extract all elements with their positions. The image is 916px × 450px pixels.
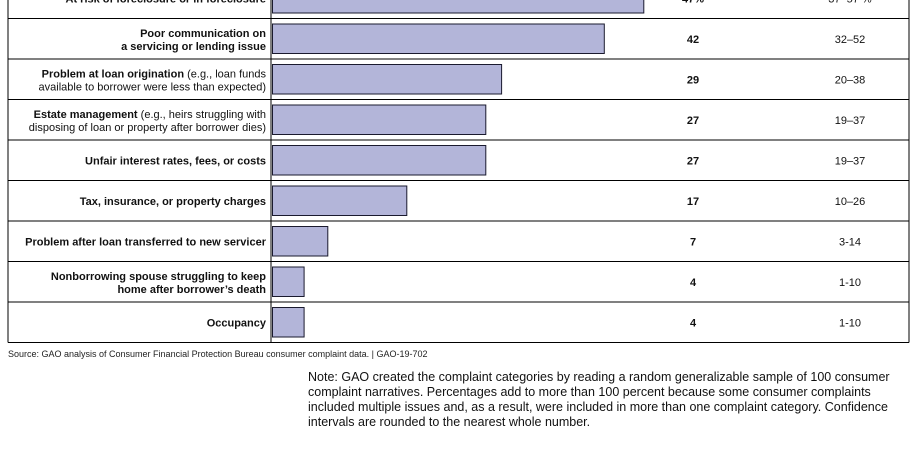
category-label: Poor communication on a servicing or lend… (121, 28, 266, 53)
bar (272, 266, 305, 297)
category-label: Unfair interest rates, fees, or costs (85, 155, 266, 167)
bar (272, 23, 605, 54)
confidence-interval-label: 19–37 (835, 155, 866, 167)
category-label: Problem after loan transferred to new se… (25, 236, 267, 248)
table-row: Problem after loan transferred to new se… (8, 226, 909, 262)
source-note: Source: GAO analysis of Consumer Financi… (8, 349, 428, 359)
table-row: Estate management (e.g., heirs strugglin… (8, 104, 909, 141)
table-row: Problem at loan origination (e.g., loan … (8, 64, 909, 100)
methodology-note: Note: GAO created the complaint categori… (308, 370, 890, 429)
category-label: Estate management (e.g., heirs strugglin… (29, 109, 266, 134)
complaint-bar-chart: At risk of foreclosure or in foreclosure… (7, 0, 910, 343)
bar (272, 307, 305, 338)
confidence-interval-label: 10–26 (835, 196, 866, 208)
table-row: Occupancy 4 1-10 (8, 307, 909, 343)
bar (272, 185, 408, 216)
value-label: 47% (682, 0, 704, 5)
confidence-interval-label: 32–52 (835, 34, 866, 46)
confidence-interval-label: 20–38 (835, 74, 866, 86)
bar (272, 0, 645, 14)
value-label: 27 (687, 155, 699, 167)
bar (272, 64, 503, 95)
table-row: Tax, insurance, or property charges 17 10–… (8, 185, 909, 222)
value-label: 17 (687, 196, 699, 208)
category-label: At risk of foreclosure or in foreclosure (66, 0, 267, 5)
category-label: Problem at loan origination (e.g., loan … (39, 68, 267, 93)
confidence-interval-label: 3-14 (839, 236, 861, 248)
bar (272, 226, 329, 257)
value-label: 4 (690, 277, 697, 289)
value-label: 42 (687, 34, 699, 46)
table-row: Poor communication on a servicing or lend… (8, 23, 909, 60)
value-label: 27 (687, 115, 699, 127)
bar (272, 104, 487, 135)
table-row: Nonborrowing spouse struggling to keep ho… (8, 266, 909, 303)
bar (272, 145, 487, 176)
table-row: At risk of foreclosure or in foreclosure… (8, 0, 909, 19)
value-label: 7 (690, 236, 696, 248)
confidence-interval-label: 1-10 (839, 317, 861, 329)
table-row: Unfair interest rates, fees, or costs 27 1… (8, 145, 909, 181)
value-label: 29 (687, 74, 699, 86)
value-label: 4 (690, 317, 697, 329)
confidence-interval-label: 37–57 % (828, 0, 872, 5)
category-label: Occupancy (207, 317, 267, 329)
confidence-interval-label: 19–37 (835, 115, 866, 127)
category-label: Tax, insurance, or property charges (80, 196, 266, 208)
category-label: Nonborrowing spouse struggling to keep ho… (51, 271, 266, 296)
confidence-interval-label: 1-10 (839, 277, 861, 289)
